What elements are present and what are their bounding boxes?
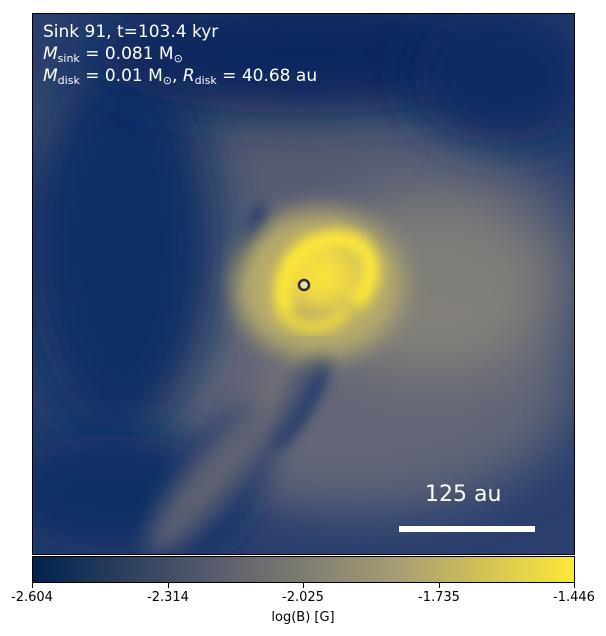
- colorbar-tick: [168, 583, 169, 588]
- colorbar-tick-label: -1.446: [553, 590, 595, 605]
- scale-bar-label: 125 au: [425, 482, 502, 507]
- field-image: [33, 14, 574, 554]
- scale-bar: [399, 526, 535, 532]
- colorbar-tick-label: -2.314: [147, 590, 189, 605]
- disk-params-line: Mdisk = 0.01 M⊙, Rdisk = 40.68 au: [43, 66, 318, 87]
- colorbar-tick: [439, 583, 440, 588]
- sink-title: Sink 91, t=103.4 kyr: [43, 22, 219, 42]
- colorbar: [32, 556, 575, 583]
- colorbar-tick-label: -2.025: [282, 590, 324, 605]
- colorbar-label: log(B) [G]: [271, 610, 335, 625]
- sink-marker: [297, 278, 311, 292]
- magnetic-field-map: Sink 91, t=103.4 kyr Msink = 0.081 M⊙ Md…: [32, 13, 575, 555]
- colorbar-tick-label: -1.735: [418, 590, 460, 605]
- colorbar-tick: [32, 583, 33, 588]
- sink-mass-line: Msink = 0.081 M⊙: [43, 44, 183, 65]
- colorbar-tick: [303, 583, 304, 588]
- colorbar-tick-label: -2.604: [11, 590, 53, 605]
- colorbar-tick: [574, 583, 575, 588]
